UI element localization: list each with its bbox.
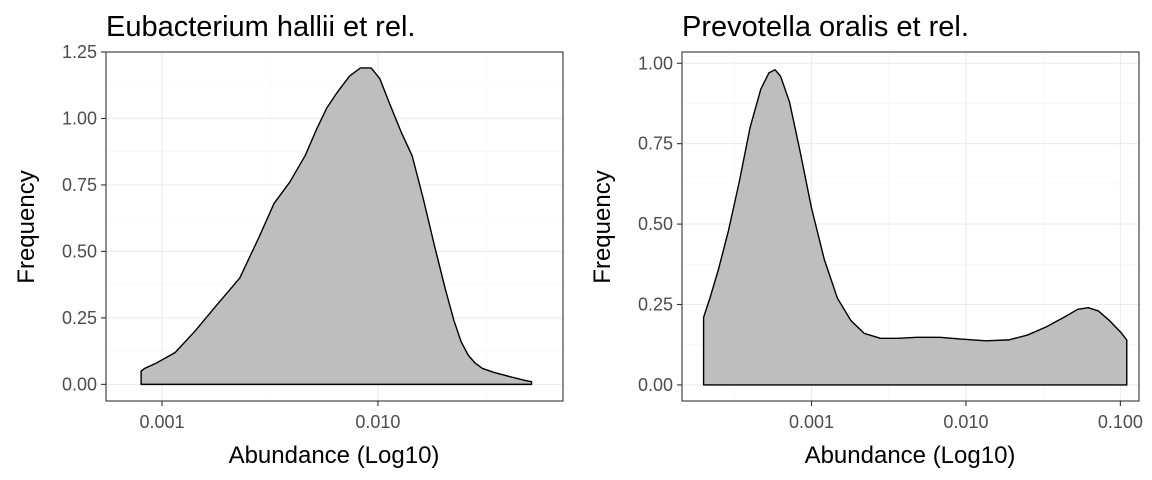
x-tick-label: 0.010 bbox=[355, 412, 400, 432]
y-tick-label: 0.25 bbox=[638, 295, 673, 315]
panel-border bbox=[681, 51, 1140, 402]
x-tick-label: 0.001 bbox=[789, 412, 834, 432]
y-tick-label: 0.25 bbox=[62, 308, 97, 328]
chart-title: Prevotella oralis et rel. bbox=[682, 11, 969, 43]
x-tick-label: 0.100 bbox=[1098, 412, 1143, 432]
x-axis-title: Abundance (Log10) bbox=[229, 442, 440, 469]
y-tick-label: 0.50 bbox=[638, 214, 673, 234]
chart-panel-eubacterium: Eubacterium hallii et rel. Abundance (Lo… bbox=[13, 11, 564, 469]
y-tick-label: 1.00 bbox=[62, 108, 97, 128]
panel-border bbox=[105, 51, 564, 402]
density-area bbox=[702, 68, 1128, 386]
y-tick-label: 0.00 bbox=[62, 374, 97, 394]
y-tick-label: 0.75 bbox=[638, 134, 673, 154]
y-axis-title: Frequency bbox=[589, 170, 616, 283]
x-tick-label: 0.001 bbox=[140, 412, 185, 432]
y-tick-label: 1.00 bbox=[638, 53, 673, 73]
y-axis-title: Frequency bbox=[13, 170, 40, 283]
x-axis-title: Abundance (Log10) bbox=[805, 442, 1016, 469]
chart-panel-prevotella: Prevotella oralis et rel. Frequency Abun… bbox=[589, 11, 1143, 469]
density-area bbox=[140, 67, 533, 386]
x-tick-label: 0.010 bbox=[943, 412, 988, 432]
y-tick-label: 0.00 bbox=[638, 375, 673, 395]
y-tick-label: 1.25 bbox=[62, 42, 97, 62]
y-tick-label: 0.50 bbox=[62, 241, 97, 261]
chart-title: Eubacterium hallii et rel. bbox=[106, 11, 415, 43]
y-tick-label: 0.75 bbox=[62, 175, 97, 195]
